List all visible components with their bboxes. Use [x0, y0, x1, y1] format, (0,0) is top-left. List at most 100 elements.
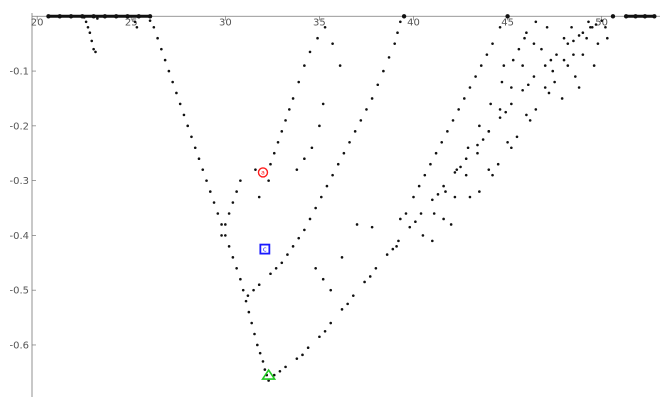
data-point	[417, 184, 421, 188]
data-point	[280, 130, 284, 133]
data-point	[543, 86, 547, 89]
data-point	[274, 266, 278, 270]
data-point	[511, 58, 515, 62]
y-tick-label: -0.2	[9, 121, 29, 132]
data-point	[604, 25, 607, 29]
data-point	[303, 157, 306, 161]
data-point	[478, 124, 481, 128]
data-point	[267, 179, 270, 182]
data-point	[329, 288, 333, 292]
data-point	[395, 245, 398, 248]
data-point	[570, 25, 573, 29]
data-point	[269, 272, 272, 276]
data-point	[502, 64, 506, 67]
data-point	[457, 108, 460, 111]
data-point	[594, 23, 598, 26]
data-point	[491, 42, 494, 45]
data-point	[442, 217, 445, 221]
y-tick-label: -0.1	[9, 67, 29, 78]
marker-circle-red	[257, 167, 269, 178]
data-point	[446, 130, 449, 133]
data-point	[257, 195, 261, 199]
data-point	[506, 140, 509, 144]
x-tick-label: 25	[125, 17, 138, 28]
data-point	[555, 53, 558, 56]
data-point	[208, 190, 212, 193]
data-point	[308, 217, 312, 221]
data-point	[476, 143, 479, 147]
y-tick-label: -0.5	[9, 286, 29, 297]
data-point	[212, 201, 216, 204]
x-tick-label: 20	[31, 17, 44, 28]
data-point	[241, 288, 245, 292]
data-point	[286, 253, 289, 256]
data-point	[543, 64, 547, 67]
x-tick-label: 40	[407, 17, 420, 28]
data-point	[323, 329, 327, 333]
data-point	[216, 212, 220, 215]
data-point	[133, 20, 137, 24]
data-point	[331, 173, 334, 177]
data-point	[442, 184, 445, 188]
data-point	[487, 130, 491, 133]
data-point	[432, 212, 436, 215]
data-point	[94, 50, 97, 54]
data-point	[387, 56, 391, 59]
data-point	[263, 368, 267, 371]
data-point	[404, 212, 408, 215]
data-point	[590, 25, 594, 29]
data-point	[532, 75, 536, 78]
data-point	[171, 80, 174, 84]
data-point	[596, 42, 600, 45]
data-point	[606, 36, 609, 40]
data-point	[227, 245, 231, 248]
data-point	[331, 42, 334, 45]
data-point	[521, 64, 524, 67]
data-point	[252, 288, 255, 292]
data-point	[382, 69, 385, 73]
data-point	[449, 223, 453, 226]
data-point	[485, 53, 489, 56]
data-point	[534, 20, 538, 24]
data-point	[291, 97, 295, 100]
data-point	[468, 86, 472, 89]
data-point	[370, 97, 374, 100]
data-point	[464, 157, 468, 161]
data-point	[566, 64, 570, 67]
data-point	[510, 86, 513, 89]
data-point	[306, 346, 310, 349]
data-point	[363, 280, 366, 284]
data-point	[193, 146, 197, 150]
data-point	[246, 294, 250, 297]
data-point	[431, 198, 434, 202]
data-point	[321, 102, 325, 106]
data-point	[321, 277, 325, 281]
data-point	[295, 168, 299, 171]
data-point	[340, 256, 344, 259]
data-point	[261, 360, 265, 363]
data-point	[346, 302, 349, 306]
data-point	[562, 36, 566, 40]
data-point	[152, 25, 156, 29]
data-point	[436, 193, 440, 196]
data-point	[182, 113, 186, 117]
data-point	[291, 245, 295, 248]
data-point	[453, 195, 457, 199]
data-point	[269, 162, 272, 166]
data-point	[338, 64, 342, 67]
highlight-markers: ac	[257, 167, 277, 380]
data-point	[318, 335, 321, 339]
data-point	[526, 83, 530, 87]
data-point	[540, 47, 543, 51]
data-point	[353, 130, 357, 133]
data-point	[553, 80, 556, 84]
data-point	[272, 151, 276, 155]
data-point	[325, 184, 329, 188]
data-point	[431, 239, 434, 243]
data-point	[423, 173, 427, 177]
data-point	[581, 53, 585, 56]
data-point	[549, 58, 553, 62]
data-point	[224, 234, 227, 237]
data-point	[303, 64, 306, 67]
x-tick-label: 35	[313, 17, 326, 28]
